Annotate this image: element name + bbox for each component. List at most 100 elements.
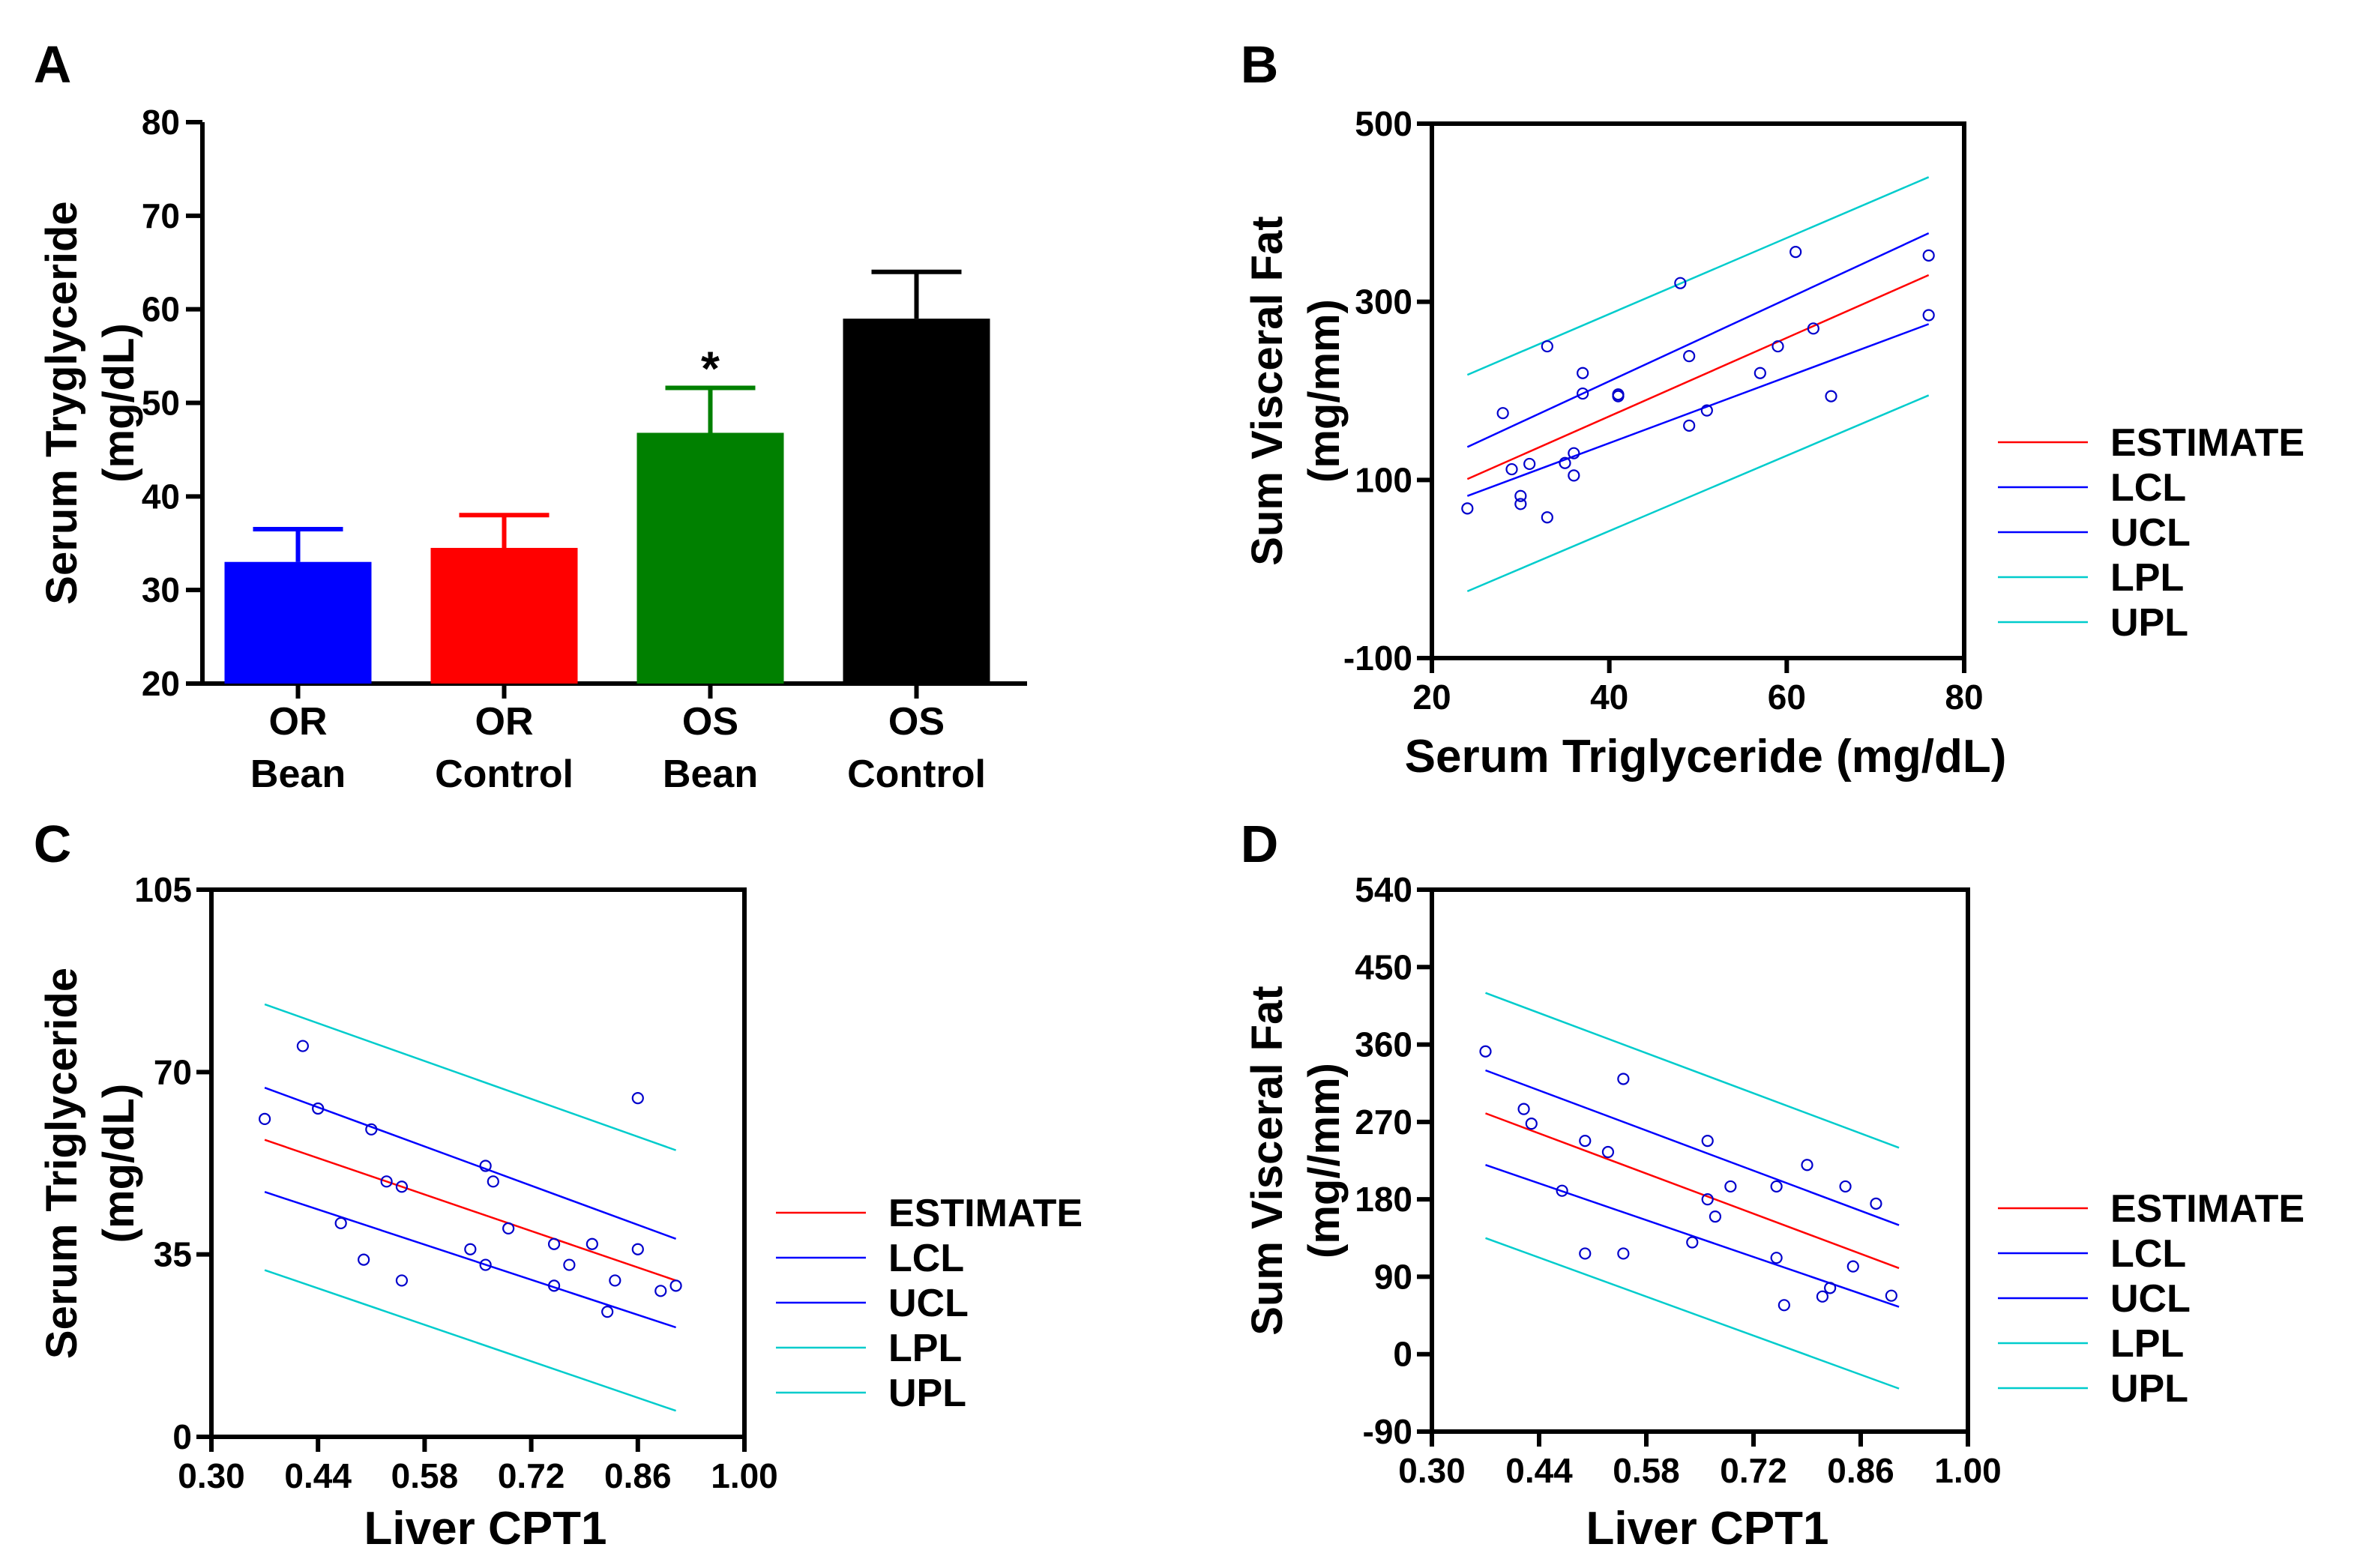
data-point xyxy=(479,1160,492,1172)
y-tick-label-a: 20 xyxy=(142,664,180,703)
significance-marker: * xyxy=(701,342,720,396)
data-point xyxy=(1807,322,1819,335)
data-point xyxy=(631,1091,644,1105)
y-axis-title-a: Serum Tryglyceride xyxy=(37,201,86,604)
data-point xyxy=(395,1274,409,1287)
data-point xyxy=(296,1040,309,1052)
legend-label-lpl: LPL xyxy=(888,1327,962,1370)
plot-frame-d xyxy=(1430,887,1970,1434)
x-tick-label-c: 0.30 xyxy=(178,1456,245,1495)
data-point xyxy=(464,1243,477,1255)
data-point xyxy=(1556,1184,1568,1197)
x-tick-label-a: OS xyxy=(888,700,945,744)
data-point xyxy=(669,1279,682,1292)
data-point xyxy=(1568,447,1580,459)
y-tick-label-d: 90 xyxy=(1374,1257,1412,1296)
data-point xyxy=(1686,1236,1699,1249)
data-point xyxy=(586,1237,598,1250)
data-point xyxy=(631,1243,644,1255)
legend-label-lcl: LCL xyxy=(2110,1232,2186,1276)
line-lcl xyxy=(1485,1164,1900,1308)
bar xyxy=(430,547,578,684)
y-tick-label-a: 30 xyxy=(142,570,180,609)
y-axis-unit-c: (mg/dL) xyxy=(94,1084,143,1243)
y-tick-label-d: 180 xyxy=(1355,1180,1412,1219)
data-point xyxy=(547,1279,561,1292)
x-tick-label-d: 0.86 xyxy=(1827,1451,1894,1490)
panel-b: B -100 100 300 500 20 40 60 80 Sum Visceral Fat (m… xyxy=(1241,35,2305,783)
line-estimate xyxy=(1466,274,1930,480)
x-tick-label-d: 0.30 xyxy=(1398,1451,1466,1490)
line-ucl xyxy=(1485,1069,1900,1226)
line-lpl xyxy=(1485,1237,1900,1390)
bar xyxy=(636,432,784,684)
x-tick-label-a: OR xyxy=(475,700,534,744)
y-tick-label-d: 540 xyxy=(1355,870,1412,909)
data-point xyxy=(1579,1247,1592,1260)
line-ucl xyxy=(264,1087,677,1240)
legend-label-estimate: ESTIMATE xyxy=(2110,421,2305,465)
data-point xyxy=(1479,1045,1492,1058)
legend-label-lpl: LPL xyxy=(2110,1322,2184,1366)
x-tick-label-d: 0.58 xyxy=(1613,1451,1680,1490)
data-point xyxy=(1525,1118,1538,1130)
panel-c: C 0 35 70 105 0.30 0.44 0.58 0.72 0.86 1.00 Serum T… xyxy=(34,815,1083,1555)
line-ucl xyxy=(1466,232,1930,448)
line-lpl xyxy=(1466,394,1930,593)
x-tick-label-a: OS xyxy=(682,700,738,744)
y-axis-title-c: Serum Triglyceride xyxy=(37,968,86,1359)
x-tick-label-c: 0.44 xyxy=(284,1456,352,1495)
data-point xyxy=(502,1222,515,1235)
plot-frame-b xyxy=(1430,121,1966,660)
data-point xyxy=(1770,1180,1783,1193)
y-axis-unit-d: (mg//mm) xyxy=(1300,1063,1349,1258)
data-point xyxy=(1701,1135,1714,1148)
data-point xyxy=(1754,367,1766,379)
x-tick-label-a: Control xyxy=(847,753,986,796)
data-point xyxy=(334,1216,347,1230)
data-point xyxy=(1617,1247,1630,1260)
data-point xyxy=(1777,1299,1790,1312)
x-tick-label-b: 80 xyxy=(1945,678,1983,717)
data-point xyxy=(1514,489,1527,502)
data-point xyxy=(1724,1180,1737,1193)
panel-label-c: C xyxy=(34,815,72,873)
x-axis-title-b: Serum Triglyceride (mg/dL) xyxy=(1405,731,2007,783)
data-point xyxy=(1568,469,1580,482)
data-point xyxy=(1559,456,1571,469)
x-tick-label-c: 0.86 xyxy=(604,1456,672,1495)
data-point xyxy=(1885,1289,1897,1302)
data-point xyxy=(1846,1260,1859,1273)
y-tick-label-d: 360 xyxy=(1355,1025,1412,1064)
legend-label-lcl: LCL xyxy=(888,1237,964,1280)
data-point xyxy=(1789,246,1802,259)
y-axis-title-b: Sum Visceral Fat xyxy=(1243,216,1292,565)
x-tick-label-b: 60 xyxy=(1768,678,1806,717)
x-tick-label-a: OR xyxy=(269,700,328,744)
bar xyxy=(843,319,990,684)
data-point xyxy=(1701,1193,1714,1206)
data-point xyxy=(1517,1103,1530,1115)
plot-frame-c xyxy=(209,887,747,1439)
panel-a: A 20 30 40 50 60 70 80 Serum Tryglyceride (mg/dL)… xyxy=(34,35,1027,796)
line-estimate xyxy=(264,1139,676,1282)
x-tick-label-b: 20 xyxy=(1412,678,1451,717)
data-point xyxy=(358,1253,370,1266)
legend-label-ucl: UCL xyxy=(888,1282,969,1325)
data-point xyxy=(1505,462,1518,476)
y-tick-label-c: 0 xyxy=(172,1417,192,1456)
legend-label-upl: UPL xyxy=(2110,601,2188,645)
y-tick-label-c: 70 xyxy=(154,1052,192,1091)
data-point xyxy=(1709,1210,1722,1223)
data-point xyxy=(365,1123,378,1136)
legend-label-upl: UPL xyxy=(2110,1367,2188,1411)
data-point xyxy=(1824,1282,1837,1294)
data-point xyxy=(1801,1159,1813,1172)
data-point xyxy=(1922,309,1935,322)
data-point xyxy=(1870,1197,1882,1210)
data-point xyxy=(654,1285,667,1297)
y-tick-label-a: 80 xyxy=(142,103,180,142)
data-point xyxy=(1825,390,1837,402)
y-tick-label-d: 0 xyxy=(1393,1335,1412,1374)
